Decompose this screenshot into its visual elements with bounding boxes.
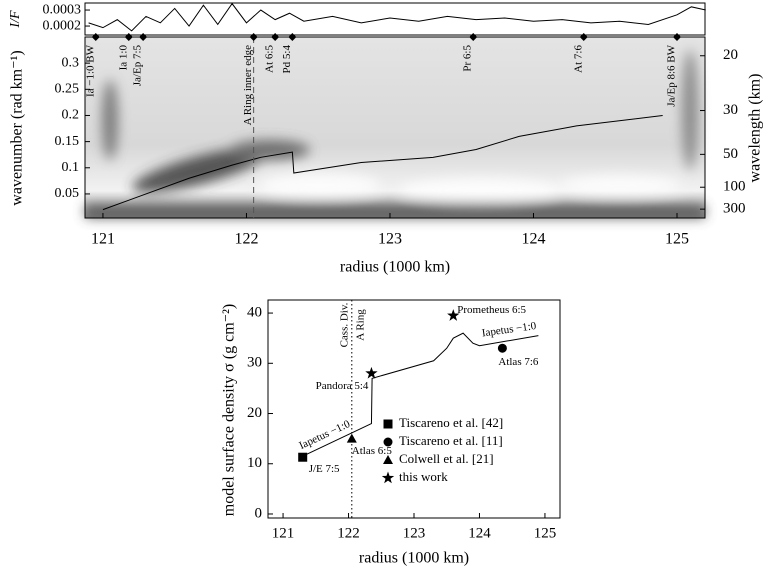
y2-tick-label: 20 — [723, 47, 738, 63]
x-tick-label: 123 — [378, 231, 402, 248]
density-chart: 121 122 123 124 125 radius (1000 km) 0 10 20 30 40… — [221, 299, 561, 567]
marker — [365, 366, 378, 379]
y2-tick-label: 50 — [723, 146, 738, 162]
x-tick-label: 124 — [521, 231, 545, 248]
profile-frame — [84, 2, 706, 36]
model-line — [302, 332, 539, 457]
resonance-label: Ja/Ep 7:5 — [132, 45, 144, 87]
y-axis-label: model surface density σ (g cm⁻²) — [221, 304, 238, 516]
profile-line — [88, 2, 706, 32]
marker — [447, 309, 460, 321]
x-axis-label: radius (1000 km) — [340, 259, 450, 276]
point-label: Atlas 6:5 — [352, 445, 393, 457]
x-tick-label: 121 — [272, 525, 295, 541]
legend-label: this work — [399, 469, 448, 484]
boundary-label: A Ring — [354, 309, 366, 341]
marker — [381, 471, 395, 484]
point-label: Prometheus 6:5 — [457, 304, 526, 316]
y-tick-label: 40 — [247, 304, 262, 320]
boundary-label: Cass. Div. — [338, 302, 350, 347]
marker — [346, 433, 357, 443]
resonance-label: Ia 1:0 — [117, 45, 129, 71]
plot-frame — [84, 36, 706, 219]
y-tick-label: 0.0002 — [43, 18, 82, 33]
x-tick-label: 124 — [468, 525, 491, 541]
resonance-marker — [139, 33, 148, 41]
legend-label: Tiscareno et al. [42] — [399, 415, 503, 430]
y2-axis-label: wavelength (km) — [747, 74, 764, 183]
resonance-label: Pd 5:4 — [281, 45, 293, 74]
x-tick-label: 121 — [91, 231, 115, 248]
marker — [383, 455, 393, 464]
line-label: Iapetus −1:0 — [481, 320, 537, 340]
ridge-line — [102, 114, 663, 211]
y-tick-label: 0.1 — [62, 160, 80, 175]
resonance-label: A Ring inner edge — [242, 45, 254, 125]
y-tick-label: 0.25 — [55, 82, 80, 97]
y-tick-label: 0.2 — [62, 108, 80, 123]
y-tick-label: 0 — [255, 505, 263, 521]
y-tick-label: 0.0003 — [43, 2, 82, 17]
profile-label: I/F — [8, 10, 23, 29]
marker — [383, 419, 393, 429]
line-label: Iapetus −1:0 — [297, 418, 352, 452]
x-tick-label: 125 — [534, 525, 557, 541]
y2-tick-label: 100 — [723, 179, 746, 195]
y-tick-label: 20 — [247, 405, 262, 421]
point-label: Atlas 7:6 — [498, 356, 539, 368]
resonance-marker — [271, 33, 280, 41]
legend-label: Tiscareno et al. [11] — [399, 433, 503, 448]
resonance-marker — [249, 33, 258, 41]
marker — [298, 452, 308, 462]
point-label: Pandora 5:4 — [316, 380, 369, 392]
resonance-marker — [288, 33, 297, 41]
marker — [383, 437, 393, 447]
resonance-label: Pr 6:5 — [462, 45, 474, 72]
resonance-marker — [91, 33, 100, 41]
y2-tick-label: 300 — [723, 201, 746, 217]
x-tick-label: 125 — [665, 231, 689, 248]
resonance-label: Ja/Ep 8:6 BW — [666, 44, 678, 106]
x-axis-label: radius (1000 km) — [359, 550, 469, 567]
x-tick-label: 123 — [403, 525, 426, 541]
marker — [497, 343, 507, 353]
legend-label: Colwell et al. [21] — [399, 451, 494, 466]
resonance-label: At 7:6 — [572, 45, 584, 73]
resonance-marker — [469, 33, 478, 41]
resonance-marker — [673, 33, 682, 41]
wavelet-image — [85, 37, 705, 218]
y-tick-label: 30 — [247, 355, 262, 371]
y2-tick-label: 30 — [723, 102, 738, 118]
point-label: J/E 7:5 — [309, 463, 340, 475]
y-tick-label: 0.3 — [62, 55, 80, 70]
y-tick-label: 0.05 — [55, 186, 80, 201]
resonance-marker — [124, 33, 133, 41]
y-tick-label: 10 — [247, 455, 262, 471]
y-tick-label: 0.15 — [55, 134, 80, 149]
resonance-label: At 6:5 — [264, 45, 276, 73]
resonance-label: Ia −1:0 BW — [84, 44, 96, 97]
y-axis-label: wavenumber (rad km⁻¹) — [9, 50, 26, 205]
resonance-marker — [579, 33, 588, 41]
x-tick-label: 122 — [337, 525, 360, 541]
x-tick-label: 122 — [234, 231, 258, 248]
